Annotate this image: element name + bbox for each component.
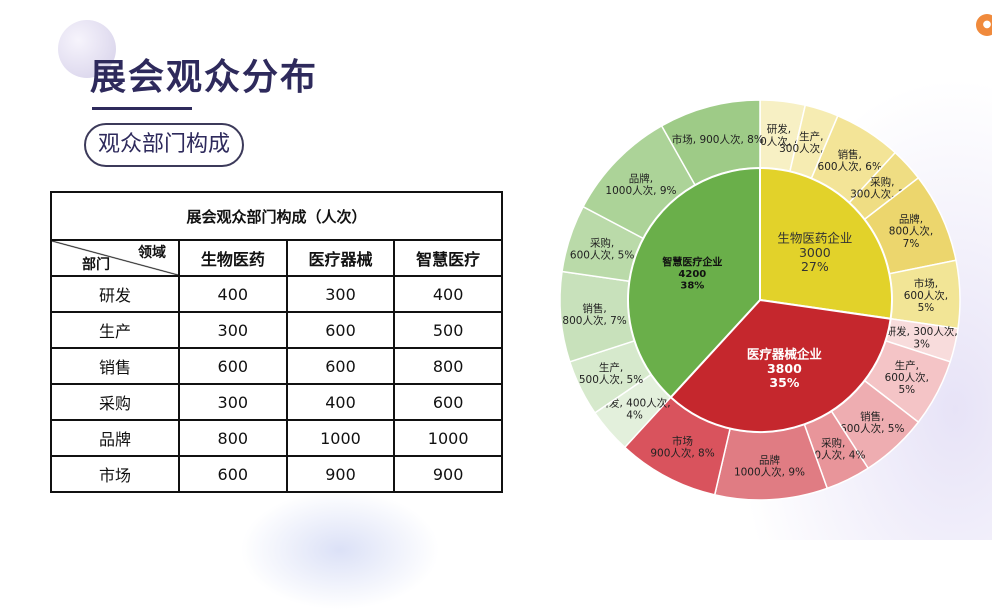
table-cell: 1000 xyxy=(285,419,396,457)
table-row: 研发 400 300 400 xyxy=(50,275,503,313)
row-label: 研发 xyxy=(50,275,180,313)
column-header: 生物医药 xyxy=(178,239,288,277)
table-cell: 300 xyxy=(178,383,288,421)
outer-segment-label: 销售, 600人次, 6% xyxy=(818,148,882,173)
outer-segment-label: 品牌 1000人次, 9% xyxy=(734,453,805,478)
table-row: 品牌 800 1000 1000 xyxy=(50,419,503,457)
audience-table: 展会观众部门构成（人次） 领域 部门 生物医药 医疗器械 智慧医疗 研发 400… xyxy=(50,191,503,493)
table-row: 销售 600 600 800 xyxy=(50,347,503,385)
table-cell: 900 xyxy=(393,455,503,493)
inner-slice-label: 生物医药企业 3000 27% xyxy=(777,230,852,274)
outer-segment-label: 品牌, 800人次, 7% xyxy=(889,213,933,250)
table-caption: 展会观众部门构成（人次） xyxy=(50,191,503,241)
table-row: 生产 300 600 500 xyxy=(50,311,503,349)
table-row: 市场 600 900 900 xyxy=(50,455,503,493)
inner-slice xyxy=(627,166,761,399)
table-cell: 400 xyxy=(178,275,288,313)
table-cell: 1000 xyxy=(393,419,503,457)
section-subtitle: 观众部门构成 xyxy=(84,123,245,167)
decorative-sphere xyxy=(58,20,116,78)
inner-slice xyxy=(759,166,893,320)
title-underline xyxy=(92,107,192,110)
outer-segment-label: 研发, 400人次, 4% xyxy=(747,123,811,148)
outer-segment-label: 销售, 600人次, 5% xyxy=(840,410,904,435)
inner-slice xyxy=(669,298,892,433)
row-label: 生产 xyxy=(50,311,180,349)
sunburst-chart: 研发, 400人次, 4%生产, 300人次, 3%销售, 600人次, 6%采购, 3… xyxy=(559,99,961,501)
inner-slice-label: 智慧医疗企业 4200 38% xyxy=(662,256,722,292)
outer-segment-label: 市场, 600人次, 5% xyxy=(904,277,948,314)
outer-segment-label: 研发, 300人次, 3% xyxy=(886,325,958,350)
outer-segment-label: 研发, 400人次, 4% xyxy=(599,396,671,421)
row-label: 市场 xyxy=(50,455,180,493)
table-cell: 600 xyxy=(178,347,288,385)
outer-segment-label: 销售, 800人次, 7% xyxy=(562,302,626,327)
row-label: 销售 xyxy=(50,347,180,385)
row-label: 品牌 xyxy=(50,419,180,457)
table-cell: 500 xyxy=(393,311,503,349)
outer-segment-label: 生产, 600人次, 5% xyxy=(885,359,929,396)
table-cell: 600 xyxy=(393,383,503,421)
outer-segment-label: 生产, 500人次, 5% xyxy=(579,361,643,386)
table-cell: 400 xyxy=(285,383,396,421)
row-label: 采购 xyxy=(50,383,180,421)
column-header: 智慧医疗 xyxy=(393,239,503,277)
inner-slice-label: 医疗器械企业 3800 35% xyxy=(747,346,823,390)
table-row: 采购 300 400 600 xyxy=(50,383,503,421)
corner-label-dept: 部门 xyxy=(82,257,110,273)
table-cell: 800 xyxy=(178,419,288,457)
table-cell: 600 xyxy=(285,311,396,349)
table-cell: 800 xyxy=(393,347,503,385)
table-cell: 900 xyxy=(285,455,396,493)
table-cell: 300 xyxy=(178,311,288,349)
table-cell: 600 xyxy=(285,347,396,385)
table-corner-header: 领域 部门 xyxy=(50,239,180,277)
page-title: 展会观众分布 xyxy=(90,57,319,98)
table-cell: 400 xyxy=(393,275,503,313)
outer-segment-label: 市场, 900人次, 8% xyxy=(672,133,764,146)
table-cell: 300 xyxy=(285,275,396,313)
corner-label-domain: 领域 xyxy=(138,245,166,261)
column-header: 医疗器械 xyxy=(285,239,396,277)
outer-segment-label: 市场 900人次, 8% xyxy=(650,434,714,459)
outer-segment-label: 品牌, 1000人次, 9% xyxy=(605,172,676,197)
table-cell: 600 xyxy=(178,455,288,493)
corner-badge-icon[interactable]: ● xyxy=(976,14,992,36)
outer-segment-label: 采购, 600人次, 5% xyxy=(570,236,634,261)
